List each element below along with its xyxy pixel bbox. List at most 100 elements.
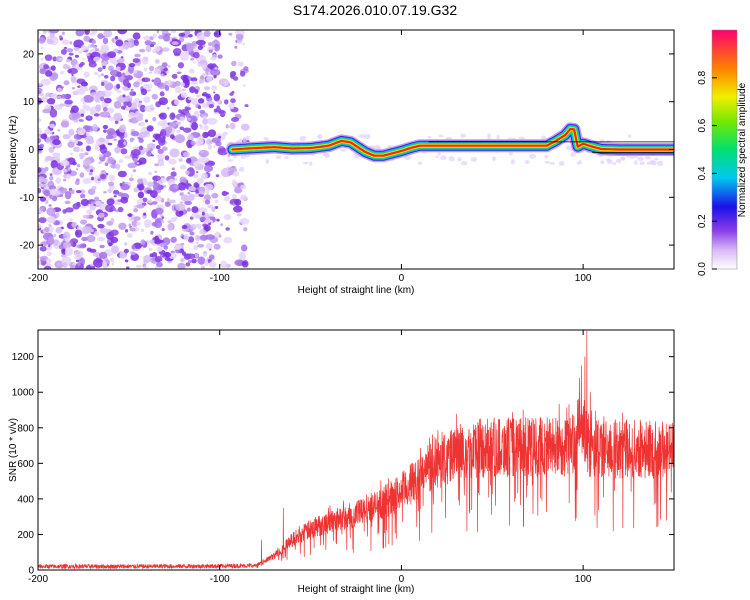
noise-speckle (207, 204, 214, 209)
noise-speckle (115, 209, 119, 213)
noise-speckle (44, 226, 50, 233)
noise-speckle (153, 77, 162, 86)
noise-speckle (438, 134, 444, 138)
noise-speckle (62, 178, 67, 182)
noise-speckle (174, 80, 181, 87)
y-tick-label: 1000 (12, 388, 35, 399)
noise-speckle (128, 177, 134, 182)
noise-speckle (131, 137, 135, 141)
noise-speckle (113, 138, 117, 142)
noise-speckle (100, 173, 107, 180)
noise-speckle (205, 93, 211, 99)
noise-speckle (59, 35, 63, 39)
noise-speckle (76, 168, 79, 171)
noise-speckle (634, 160, 638, 165)
y-tick-label: 200 (17, 530, 34, 541)
noise-speckle (612, 162, 617, 165)
noise-speckle (181, 88, 186, 92)
noise-speckle (99, 228, 110, 234)
noise-speckle (115, 66, 121, 71)
noise-speckle (217, 100, 221, 104)
noise-speckle (113, 48, 119, 53)
y-tick-label: 20 (23, 49, 35, 60)
noise-speckle (46, 97, 56, 105)
noise-speckle (38, 117, 42, 123)
noise-speckle (39, 245, 47, 252)
noise-speckle (358, 134, 366, 138)
noise-speckle (218, 109, 225, 115)
noise-speckle (194, 253, 199, 258)
noise-speckle (137, 178, 144, 184)
noise-speckle (97, 236, 106, 242)
noise-speckle (54, 190, 61, 196)
noise-speckle (208, 49, 213, 53)
noise-speckle (199, 234, 208, 241)
noise-speckle (193, 61, 197, 64)
noise-speckle (119, 132, 125, 140)
ridge-band (231, 127, 674, 157)
noise-speckle (179, 116, 185, 122)
y-tick-label: 800 (17, 423, 34, 434)
noise-speckle (85, 53, 90, 57)
noise-speckle (195, 234, 201, 241)
noise-speckle (53, 233, 57, 238)
noise-speckle (190, 140, 196, 146)
noise-speckle (195, 139, 204, 147)
noise-speckle (109, 257, 115, 262)
noise-speckle (78, 152, 85, 158)
snr-frame (37, 329, 675, 571)
noise-speckle (210, 68, 221, 77)
noise-speckle (232, 171, 240, 177)
noise-speckle (62, 262, 68, 269)
noise-speckle (154, 266, 159, 269)
noise-speckle (113, 195, 117, 198)
noise-speckle (203, 164, 213, 173)
noise-speckle (82, 177, 92, 185)
noise-speckle (55, 227, 63, 234)
noise-speckle (91, 30, 98, 35)
noise-speckle (80, 44, 87, 52)
noise-speckle (65, 58, 71, 63)
noise-speckle (159, 91, 165, 97)
noise-speckle (38, 97, 42, 105)
noise-speckle (69, 41, 73, 45)
noise-speckle (128, 223, 132, 227)
noise-speckle (170, 236, 177, 243)
colorbar-tick-label: 0.0 (697, 262, 708, 276)
noise-speckle (186, 104, 190, 108)
noise-speckle (193, 161, 200, 167)
noise-speckle (133, 69, 138, 74)
noise-speckle (124, 242, 128, 246)
noise-speckle (106, 198, 115, 206)
noise-speckle (146, 89, 151, 92)
noise-speckle (644, 156, 651, 160)
noise-speckle (172, 85, 176, 89)
noise-speckle (629, 155, 635, 159)
noise-speckle (103, 74, 109, 79)
noise-speckle (133, 81, 140, 88)
noise-speckle (196, 32, 207, 41)
noise-speckle (105, 134, 114, 140)
noise-speckle (133, 98, 141, 105)
noise-speckle (52, 56, 57, 62)
noise-speckle (48, 30, 60, 34)
noise-speckle (152, 33, 158, 38)
noise-speckle (549, 162, 555, 165)
noise-speckle (228, 170, 234, 176)
noise-speckle (123, 101, 129, 106)
noise-speckle (122, 41, 130, 50)
noise-speckle (149, 65, 155, 72)
noise-speckle (99, 143, 106, 150)
noise-speckle (117, 139, 125, 145)
noise-speckle (207, 144, 213, 150)
noise-speckle (145, 45, 152, 53)
noise-speckle (244, 135, 251, 141)
noise-speckle (174, 177, 178, 182)
noise-speckle (157, 148, 164, 155)
noise-speckle (202, 118, 208, 125)
noise-speckle (144, 40, 153, 46)
noise-speckle (75, 251, 81, 255)
noise-speckle (161, 62, 168, 68)
noise-speckle (45, 92, 52, 97)
noise-speckle (117, 30, 128, 35)
